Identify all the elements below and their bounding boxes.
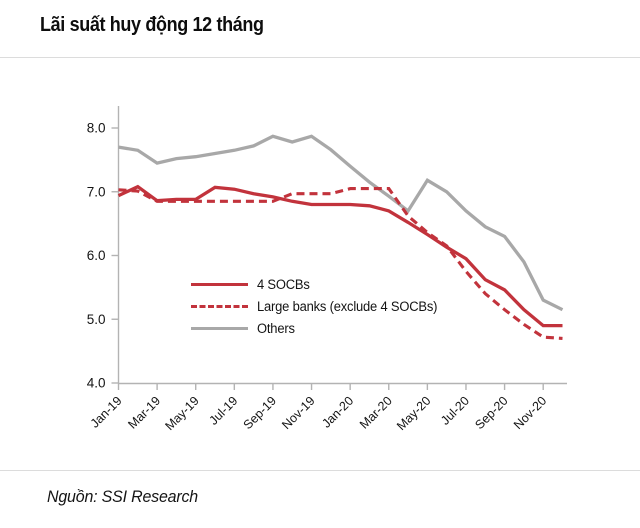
legend-swatch-dashed-red-line xyxy=(191,305,248,308)
x-axis-tick-label: Nov-19 xyxy=(279,394,317,432)
x-axis-tick-label: Nov-20 xyxy=(511,394,549,432)
x-axis-tick-label: Jul-19 xyxy=(206,394,240,428)
legend-item-large-banks: Large banks (exclude 4 SOCBs) xyxy=(191,298,445,315)
x-axis-tick-label: Mar-20 xyxy=(357,394,395,432)
y-axis-tick-label: 6.0 xyxy=(87,248,106,263)
x-axis-tick-label: Jan-20 xyxy=(319,394,356,431)
series-4-socbs-line xyxy=(117,184,563,328)
chart-legend: 4 SOCBs Large banks (exclude 4 SOCBs) Ot… xyxy=(191,276,445,337)
series-others-line xyxy=(118,134,564,312)
legend-label: Large banks (exclude 4 SOCBs) xyxy=(257,299,438,314)
x-axis-tick-label: Mar-19 xyxy=(125,394,163,432)
y-axis-tick-label: 4.0 xyxy=(87,376,106,391)
y-axis-tick-label: 7.0 xyxy=(87,184,106,199)
series-large-banks-exclude-4-socbs-line xyxy=(118,187,563,340)
x-axis-tick-label: May-20 xyxy=(394,394,433,433)
x-axis-tick-label: May-19 xyxy=(162,394,201,433)
y-axis-tick-label: 8.0 xyxy=(87,121,106,136)
top-divider xyxy=(0,57,640,58)
x-axis-tick-label: Sep-20 xyxy=(472,394,510,432)
bottom-divider xyxy=(0,470,640,471)
legend-swatch-solid-gray-line xyxy=(191,327,248,330)
x-axis-tick-label: Sep-19 xyxy=(241,394,279,432)
chart-title: Lãi suất huy động 12 tháng xyxy=(40,14,264,36)
x-axis-tick-label: Jan-19 xyxy=(88,394,125,431)
x-axis-tick-label: Jul-20 xyxy=(438,394,472,428)
y-axis-tick-label: 5.0 xyxy=(87,312,106,327)
legend-item-others: Others xyxy=(191,320,445,337)
source-note: Nguồn: SSI Research xyxy=(47,487,198,506)
legend-label: 4 SOCBs xyxy=(257,277,310,292)
legend-item-4-socbs: 4 SOCBs xyxy=(191,276,445,293)
legend-label: Others xyxy=(257,321,295,336)
legend-swatch-solid-red-line xyxy=(191,283,248,286)
